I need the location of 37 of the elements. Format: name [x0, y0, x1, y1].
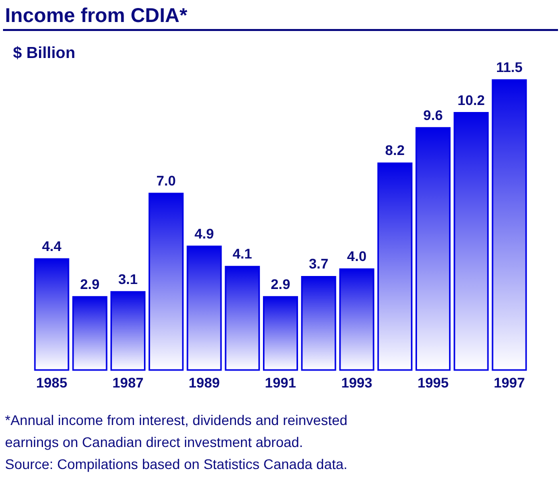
- x-tick-label: 1985: [36, 374, 68, 390]
- bar: [492, 79, 527, 371]
- bar: [262, 296, 298, 371]
- x-tick-label: 1997: [494, 374, 526, 390]
- text: *Annual income from interest, dividends and reinvested earnings on Canadian direct investment abroad.: [5, 412, 348, 450]
- data-label: 8.2: [385, 142, 405, 158]
- x-tick-label: 1989: [188, 374, 220, 390]
- bar: [186, 246, 222, 371]
- x-tick-label: 1987: [112, 374, 144, 390]
- data-label: 7.0: [156, 172, 176, 188]
- bar: [301, 276, 336, 371]
- chart-title: Income from CDIA*: [5, 5, 188, 27]
- data-label: 3.1: [118, 270, 138, 287]
- bar: [148, 192, 184, 371]
- bar: [110, 291, 146, 371]
- data-label: 11.5: [496, 59, 523, 75]
- data-label: 4.9: [194, 225, 214, 242]
- bar: [454, 112, 489, 371]
- x-tick-label: 1993: [341, 374, 373, 390]
- bar: [34, 258, 70, 371]
- data-label: 2.9: [270, 276, 290, 292]
- data-label: 2.9: [80, 276, 100, 292]
- bar: [377, 162, 412, 371]
- bar: [72, 296, 108, 371]
- bar: [339, 268, 374, 371]
- data-label: 9.6: [423, 106, 443, 123]
- data-label: 4.1: [232, 246, 252, 262]
- data-label: 4.0: [347, 248, 367, 264]
- x-tick-label: 1995: [417, 374, 449, 390]
- data-label: 3.7: [308, 256, 329, 272]
- source-note: Source: Compilations based on Statistics Canada data.: [5, 456, 348, 472]
- bar: [224, 266, 260, 371]
- x-tick-label: 1991: [264, 374, 296, 390]
- data-label: 10.2: [458, 92, 486, 108]
- bar: [416, 127, 451, 371]
- data-label: 4.4: [42, 238, 62, 254]
- y-axis-title: $ Billion: [13, 45, 76, 62]
